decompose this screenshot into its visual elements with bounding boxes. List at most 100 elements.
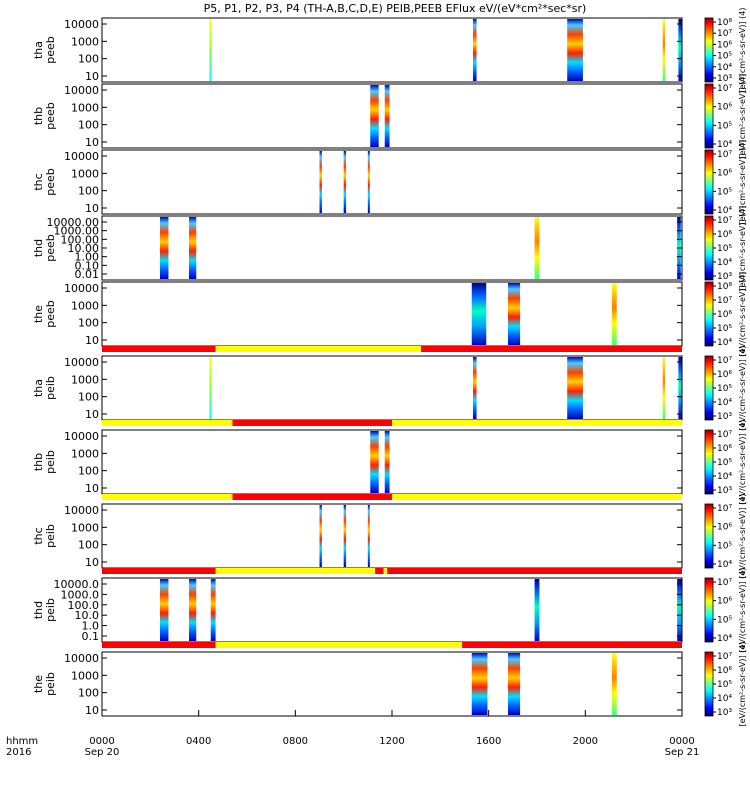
- x-row-label-hhmm: hhmm: [6, 736, 38, 747]
- panel-label-product-thd-peib: peib: [44, 598, 57, 622]
- panel-tha-peib: 10 100 1000 10000 tha peib 10³ 10⁴ 10⁵ 10⁶ 10⁷ [eV/…: [32, 345, 747, 430]
- burst-thc-peib-0: [319, 505, 322, 567]
- panel-label-probe-tha-peeb: tha: [32, 41, 45, 59]
- xtick-label-3: 1200: [379, 736, 404, 747]
- ytick-label-thc-peeb-1: 100: [78, 185, 99, 198]
- burst-thc-peeb-1: [343, 151, 347, 213]
- xtick-label-0: 0000: [89, 736, 114, 747]
- burst-the-peeb-1: [508, 283, 521, 345]
- flag-segment-thc-peib-1: [232, 494, 392, 500]
- cbar-tick-label-thb-peib-4: 10⁷: [717, 430, 732, 440]
- burst-thc-peib-1: [343, 505, 347, 567]
- cbar-tick-label-the-peeb-1: 10⁵: [717, 324, 732, 334]
- colorbar-unit-label-thc-peib: [eV/(cm²-s-sr-eV)] (4): [738, 493, 747, 578]
- burst-the-peib-1: [508, 653, 521, 715]
- ytick-label-the-peib-3: 10000: [64, 652, 99, 665]
- burst-thd-peib-4: [677, 579, 682, 641]
- xtick-label-5: 2000: [573, 736, 598, 747]
- cbar-tick-label-thb-peeb-2: 10⁶: [717, 103, 732, 113]
- burst-tha-peib-4: [678, 357, 682, 419]
- cbar-tick-label-thb-peib-1: 10⁴: [717, 472, 732, 482]
- ytick-label-thd-peib-1: 1.0: [82, 620, 100, 633]
- ytick-label-the-peeb-1: 100: [78, 317, 99, 330]
- colorbar-unit-label-the-peib: [eV/(cm²-s-sr-eV)] (4): [738, 641, 747, 726]
- x-axis: hhmm 2016 Sep 20 Sep 21 0000 0400 0800 1200…: [6, 710, 699, 758]
- ytick-label-thc-peib-2: 1000: [71, 521, 99, 534]
- cbar-tick-label-thd-peib-3: 10⁷: [717, 578, 732, 588]
- ytick-label-tha-peib-1: 100: [78, 391, 99, 404]
- ytick-label-the-peeb-0: 10: [85, 334, 99, 347]
- flag-segment-the-peib-0: [102, 642, 216, 648]
- colorbar-thc-peeb: [704, 149, 714, 215]
- ytick-label-thd-peeb-1: 0.10: [75, 259, 100, 272]
- panel-the-peib: 10 100 1000 10000 the peib 10³ 10⁴ 10⁵ 10⁶ 10⁷ [eV/…: [32, 641, 747, 726]
- ytick-label-tha-peeb-3: 10000: [64, 18, 99, 31]
- burst-the-peib-0: [471, 653, 488, 715]
- cbar-tick-label-tha-peib-3: 10⁶: [717, 370, 732, 380]
- colorbar-unit-label-thb-peib: [eV/(cm²-s-sr-eV)] (4): [738, 419, 747, 504]
- panel-label-product-tha-peeb: peeb: [44, 36, 57, 64]
- burst-tha-peeb-3: [662, 19, 666, 81]
- ytick-label-thc-peib-0: 10: [85, 556, 99, 569]
- ytick-label-thb-peeb-3: 10000: [64, 84, 99, 97]
- cbar-tick-label-thd-peeb-0: 10³: [717, 272, 732, 282]
- flag-segment-thc-peib-2: [392, 494, 682, 500]
- cbar-tick-label-the-peib-2: 10⁵: [717, 680, 732, 690]
- panel-label-probe-the-peib: the: [32, 675, 45, 693]
- burst-tha-peib-2: [567, 357, 583, 419]
- ytick-label-thd-peeb-0: 0.01: [75, 268, 100, 281]
- panel-label-product-thc-peeb: peeb: [44, 168, 57, 196]
- colorbar-unit-label-thd-peib: [eV/(cm²-s-sr-eV)] (4): [738, 567, 747, 652]
- ytick-label-thd-peib-4: 1000.0: [61, 588, 100, 601]
- plot-frame-thb-peeb: [101, 83, 683, 149]
- burst-thd-peib-2: [210, 579, 216, 641]
- cbar-tick-label-thd-peeb-1: 10⁴: [717, 258, 732, 268]
- flag-segment-tha-peib-1: [215, 346, 421, 352]
- colorbar-thb-peeb: [704, 83, 714, 149]
- ytick-label-tha-peib-2: 1000: [71, 373, 99, 386]
- cbar-tick-label-thd-peib-1: 10⁵: [717, 615, 732, 625]
- ytick-label-thc-peib-3: 10000: [64, 504, 99, 517]
- panel-label-probe-thb-peib: thb: [32, 453, 45, 471]
- colorbar-unit-label-thc-peeb: [eV/(cm²-s-sr-eV)] (4): [738, 139, 747, 224]
- panel-thc-peib: 10 100 1000 10000 thc peib 10⁴ 10⁵ 10⁶ 10⁷ [eV/(cm…: [32, 493, 747, 578]
- ytick-label-tha-peeb-2: 1000: [71, 35, 99, 48]
- panel-thb-peeb: 10 100 1000 10000 thb peeb 10⁴ 10⁵ 10⁶ 10⁷ [eV/(cm…: [32, 73, 747, 158]
- panel-label-probe-thc-peeb: thc: [32, 173, 45, 190]
- plot-frame-the-peib: [101, 651, 683, 717]
- burst-the-peeb-2: [611, 283, 617, 345]
- colorbar-thb-peib: [704, 429, 714, 495]
- burst-thd-peib-3: [534, 579, 540, 641]
- ytick-label-thb-peib-2: 1000: [71, 447, 99, 460]
- panel-label-product-thd-peeb: peeb: [44, 234, 57, 262]
- flag-segment-the-peib-2: [462, 642, 682, 648]
- burst-tha-peeb-1: [472, 19, 477, 81]
- burst-thd-peib-1: [189, 579, 197, 641]
- colorbar-unit-label-thd-peeb: [eV/(cm²-s-sr-eV)] (4): [738, 205, 747, 290]
- ytick-label-thb-peeb-1: 100: [78, 119, 99, 132]
- flag-segment-thb-peib-0: [102, 420, 233, 426]
- cbar-tick-label-thc-peeb-2: 10⁶: [717, 169, 732, 179]
- cbar-tick-label-thc-peib-3: 10⁷: [717, 504, 732, 514]
- panel-thd-peeb: 0.010.101.0010.00100.001000.0010000.00th…: [32, 205, 747, 290]
- plot-frame-tha-peib: [101, 355, 683, 421]
- panel-label-probe-tha-peib: tha: [32, 379, 45, 397]
- burst-tha-peib-1: [472, 357, 477, 419]
- burst-thb-peeb-1: [384, 85, 390, 147]
- ytick-label-thd-peeb-4: 100.00: [61, 233, 100, 246]
- burst-thd-peib-0: [160, 579, 169, 641]
- x-date-end: Sep 21: [665, 747, 700, 758]
- panel-label-probe-thc-peib: thc: [32, 527, 45, 544]
- flag-segment-thb-peib-1: [232, 420, 392, 426]
- ytick-label-the-peib-2: 1000: [71, 669, 99, 682]
- cbar-tick-label-the-peeb-0: 10⁴: [717, 338, 732, 348]
- panel-label-probe-the-peeb: the: [32, 305, 45, 323]
- ytick-label-thc-peeb-3: 10000: [64, 150, 99, 163]
- panel-thb-peib: 10 100 1000 10000 thb peib 10³ 10⁴ 10⁵ 10⁶ 10⁷ [eV/…: [32, 419, 747, 504]
- cbar-tick-label-thb-peib-3: 10⁶: [717, 444, 732, 454]
